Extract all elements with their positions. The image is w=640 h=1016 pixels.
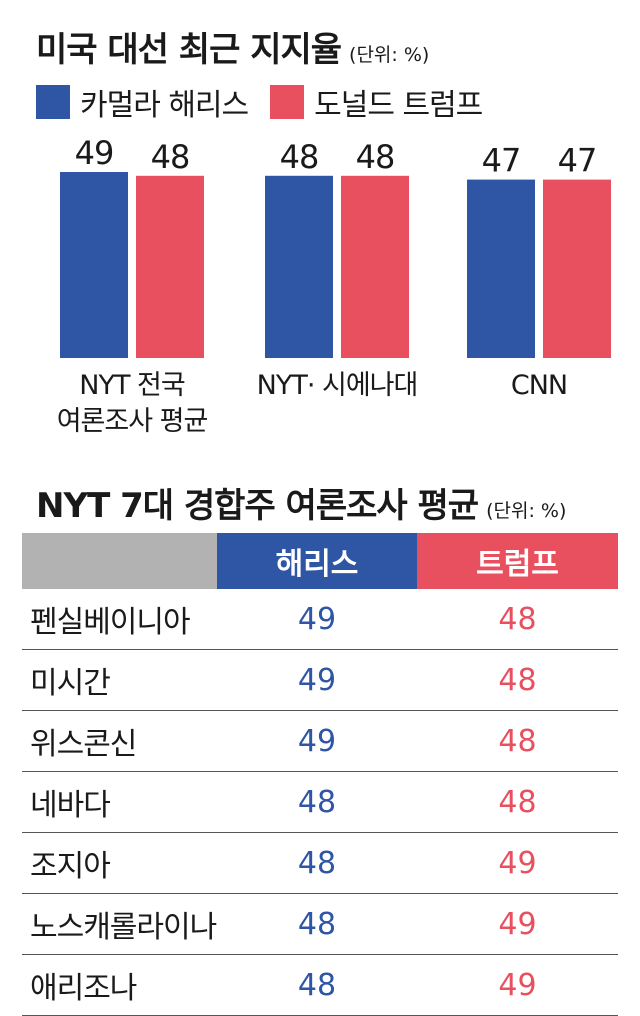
header-trump: 트럼프 — [417, 533, 618, 589]
harris-value: 48 — [217, 771, 417, 833]
harris-value: 49 — [217, 710, 417, 772]
trump-value: 48 — [417, 649, 618, 711]
data-label-trump: 48 — [356, 138, 395, 176]
chart-title: 미국 대선 최근 지지율 (단위: %) — [36, 22, 429, 71]
table-row: 노스캐롤라이나 48 49 — [22, 893, 618, 955]
legend-swatch-harris — [36, 85, 70, 119]
state-name: 노스캐롤라이나 — [22, 893, 217, 955]
state-name: 위스콘신 — [22, 710, 217, 772]
table-title: NYT 7대 경합주 여론조사 평균 (단위: %) — [36, 478, 566, 527]
bar-chart: 49 48 48 48 47 47 — [60, 134, 611, 358]
data-label-harris: 47 — [482, 142, 521, 180]
harris-value: 48 — [217, 832, 417, 894]
trump-value: 49 — [417, 893, 618, 955]
legend-item-harris: 카멀라 해리스 — [36, 80, 249, 124]
chart-unit: (단위: %) — [349, 44, 430, 66]
category-label: CNN — [510, 370, 568, 401]
chart-title-text: 미국 대선 최근 지지율 — [36, 30, 342, 70]
legend-label-trump: 도널드 트럼프 — [314, 88, 483, 123]
table-title-text: NYT 7대 경합주 여론조사 평균 — [36, 486, 479, 526]
legend-item-trump: 도널드 트럼프 — [270, 80, 483, 124]
state-name: 네바다 — [22, 771, 217, 833]
state-name: 미시간 — [22, 649, 217, 711]
bar-harris — [467, 179, 535, 358]
trump-value: 48 — [417, 771, 618, 833]
table-row: 미시간 49 48 — [22, 649, 618, 711]
legend-label-harris: 카멀라 해리스 — [80, 88, 249, 123]
state-name: 펜실베이니아 — [22, 589, 217, 650]
harris-value: 49 — [217, 589, 417, 650]
trump-value: 49 — [417, 954, 618, 1016]
trump-value: 48 — [417, 589, 618, 650]
trump-value: 49 — [417, 832, 618, 894]
table-row: 네바다 48 48 — [22, 771, 618, 833]
bar-trump — [543, 179, 611, 358]
table-unit: (단위: %) — [486, 500, 567, 522]
data-label-trump: 47 — [558, 142, 597, 180]
data-label-trump: 48 — [151, 138, 190, 176]
header-harris: 해리스 — [217, 533, 417, 589]
bar-harris — [265, 175, 333, 358]
swing-state-table: 해리스 트럼프 펜실베이니아 49 48 미시간 49 48 위스콘신 49 48 네바다 48 48… — [22, 533, 618, 1016]
table-row: 위스콘신 49 48 — [22, 710, 618, 772]
state-name: 애리조나 — [22, 954, 217, 1016]
bar-trump — [341, 175, 409, 358]
header-blank — [22, 533, 217, 589]
legend: 카멀라 해리스 도널드 트럼프 — [36, 80, 504, 124]
table-row: 애리조나 48 49 — [22, 954, 618, 1016]
harris-value: 48 — [217, 893, 417, 955]
harris-value: 49 — [217, 649, 417, 711]
data-label-harris: 49 — [75, 134, 114, 172]
bar-trump — [136, 175, 204, 358]
legend-swatch-trump — [270, 85, 305, 119]
harris-value: 48 — [217, 954, 417, 1016]
state-name: 조지아 — [22, 832, 217, 894]
bar-harris — [60, 172, 128, 358]
trump-value: 48 — [417, 710, 618, 772]
category-label: NYT 전국 여론조사 평균 — [56, 370, 209, 437]
category-label: NYT· 시에나대 — [256, 370, 419, 401]
data-label-harris: 48 — [280, 138, 319, 176]
table-row: 펜실베이니아 49 48 — [22, 589, 618, 650]
table-row: 조지아 48 49 — [22, 832, 618, 894]
table-header-row: 해리스 트럼프 — [22, 533, 618, 589]
